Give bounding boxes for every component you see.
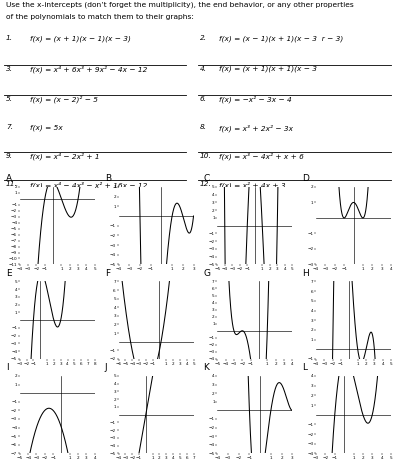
Text: 12.: 12. bbox=[199, 181, 211, 187]
Text: 2.: 2. bbox=[199, 35, 207, 41]
Text: f(x) = −x² − 3x − 4: f(x) = −x² − 3x − 4 bbox=[219, 96, 292, 103]
Text: C: C bbox=[204, 174, 210, 183]
Text: 10.: 10. bbox=[199, 153, 211, 159]
Text: 6.: 6. bbox=[199, 96, 207, 102]
Text: f(x) = 5x: f(x) = 5x bbox=[30, 124, 62, 131]
Text: f(x) = x³ + 2x² − 3x: f(x) = x³ + 2x² − 3x bbox=[219, 124, 293, 132]
Text: G: G bbox=[204, 269, 211, 278]
Text: B: B bbox=[105, 174, 111, 183]
Text: 8.: 8. bbox=[199, 124, 207, 130]
Text: H: H bbox=[303, 269, 309, 278]
Text: f(x) = (x − 1)(x + 1)(x − 3  r − 3): f(x) = (x − 1)(x + 1)(x − 3 r − 3) bbox=[219, 35, 344, 42]
Text: of the polynomials to match them to their graphs:: of the polynomials to match them to thei… bbox=[6, 14, 194, 20]
Text: K: K bbox=[204, 363, 209, 372]
Text: f(x) = x⁴ − 2x² + 1: f(x) = x⁴ − 2x² + 1 bbox=[30, 153, 99, 160]
Text: 11.: 11. bbox=[6, 181, 18, 187]
Text: f(x) = (x + 1)(x − 1)(x − 3): f(x) = (x + 1)(x − 1)(x − 3) bbox=[30, 35, 130, 42]
Text: E: E bbox=[6, 269, 12, 278]
Text: J: J bbox=[105, 363, 107, 372]
Text: 5.: 5. bbox=[6, 96, 13, 102]
Text: 9.: 9. bbox=[6, 153, 13, 159]
Text: f(x) = (x − 2)² − 5: f(x) = (x − 2)² − 5 bbox=[30, 96, 98, 103]
Text: 7.: 7. bbox=[6, 124, 13, 130]
Text: F: F bbox=[105, 269, 110, 278]
Text: 4.: 4. bbox=[199, 65, 207, 71]
Text: f(x) = x⁴ + 6x³ + 9x² − 4x − 12: f(x) = x⁴ + 6x³ + 9x² − 4x − 12 bbox=[30, 65, 147, 73]
Text: A: A bbox=[6, 174, 12, 183]
Text: L: L bbox=[303, 363, 307, 372]
Text: f(x) = x³ − 4x² + x + 6: f(x) = x³ − 4x² + x + 6 bbox=[219, 153, 304, 160]
Text: D: D bbox=[303, 174, 309, 183]
Text: Use the x-intercepts (don’t forget the multiplicity), the end behavior, or any o: Use the x-intercepts (don’t forget the m… bbox=[6, 2, 354, 8]
Text: I: I bbox=[6, 363, 9, 372]
Text: f(x) = x² + 4x + 3: f(x) = x² + 4x + 3 bbox=[219, 181, 286, 189]
Text: f(x) = (x + 1)(x + 1)(x − 3: f(x) = (x + 1)(x + 1)(x − 3 bbox=[219, 65, 317, 72]
Text: 3.: 3. bbox=[6, 65, 13, 71]
Text: 1.: 1. bbox=[6, 35, 13, 41]
Text: f(x) = x⁴ − 4x³ − x² + 16x − 12: f(x) = x⁴ − 4x³ − x² + 16x − 12 bbox=[30, 181, 147, 189]
